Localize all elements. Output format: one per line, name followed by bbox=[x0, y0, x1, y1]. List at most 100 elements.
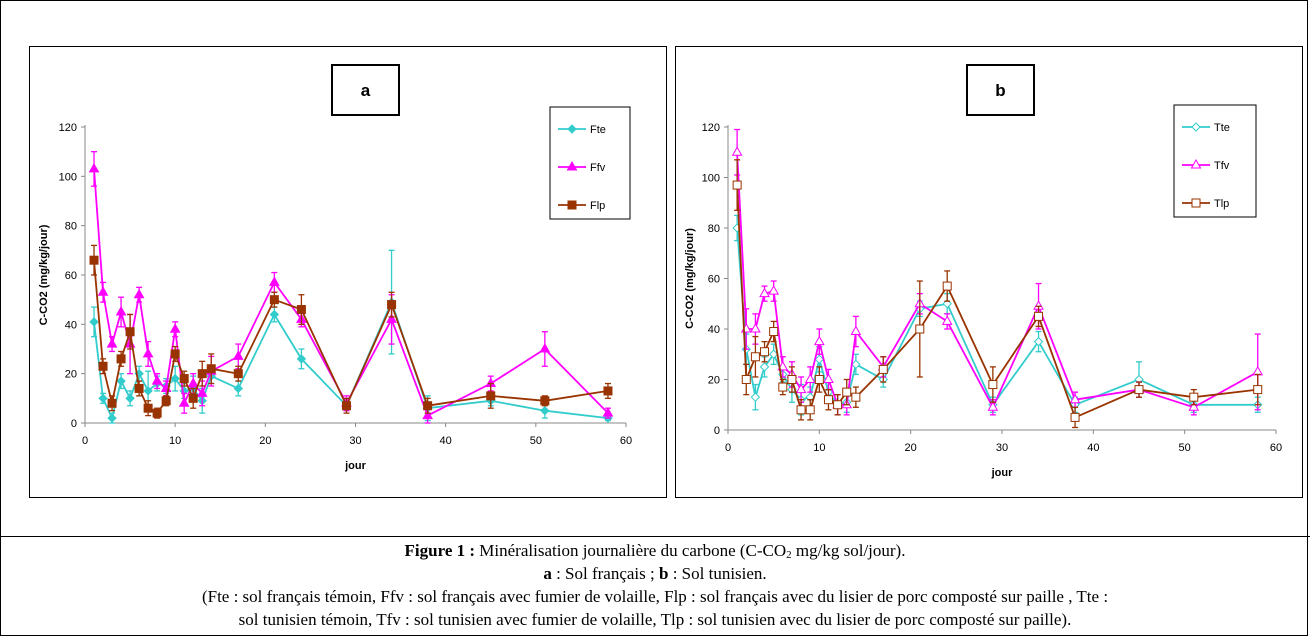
panel-label-box bbox=[966, 64, 1035, 116]
data-point bbox=[769, 327, 779, 337]
series-line bbox=[93, 260, 609, 415]
data-point bbox=[915, 324, 925, 334]
y-tick-label: 0 bbox=[714, 425, 720, 437]
data-point bbox=[741, 375, 751, 384]
data-point bbox=[1134, 385, 1144, 395]
data-point bbox=[942, 281, 952, 291]
data-point bbox=[1188, 401, 1200, 411]
legend-label: Tlp bbox=[1214, 198, 1229, 210]
x-tick-label: 60 bbox=[620, 435, 632, 447]
subcaption-a-letter: a bbox=[543, 564, 552, 583]
data-point bbox=[232, 350, 244, 360]
data-point bbox=[152, 408, 162, 418]
data-point bbox=[133, 288, 145, 299]
x-tick-label: 20 bbox=[905, 442, 917, 454]
legend-label: Tte bbox=[1214, 122, 1230, 134]
caption-label: Figure 1 : bbox=[404, 541, 476, 560]
data-point bbox=[1033, 336, 1044, 347]
x-tick-label: 40 bbox=[1087, 442, 1099, 454]
subcaption-a-text: : Sol français ; bbox=[551, 564, 659, 583]
data-point bbox=[941, 315, 953, 325]
data-point bbox=[1253, 385, 1263, 395]
data-point bbox=[805, 405, 815, 415]
legend-label: Fte bbox=[590, 124, 606, 136]
x-tick-label: 50 bbox=[530, 435, 542, 447]
data-point bbox=[878, 364, 888, 374]
caption-text-pre: Minéralisation journalière du carbone (C… bbox=[475, 541, 787, 560]
data-point bbox=[804, 373, 816, 383]
data-point bbox=[269, 309, 280, 320]
data-point bbox=[125, 327, 135, 337]
series-Ffv bbox=[88, 151, 614, 424]
series-Flp bbox=[89, 244, 613, 419]
data-point bbox=[603, 386, 613, 396]
y-tick-label: 120 bbox=[59, 122, 77, 134]
data-point bbox=[196, 387, 208, 397]
data-point bbox=[1034, 311, 1044, 321]
panel-label-box bbox=[331, 64, 400, 116]
data-point bbox=[602, 407, 614, 417]
x-tick-label: 30 bbox=[349, 435, 361, 447]
data-point bbox=[187, 377, 199, 388]
figure-subcaption: a : Sol français ; b : Sol tunisien. bbox=[0, 564, 1310, 584]
y-axis-title: C-CO2 (mg/kg/jour) bbox=[684, 228, 696, 329]
data-point bbox=[188, 393, 198, 403]
series-Tlp bbox=[732, 159, 1263, 429]
data-point bbox=[539, 342, 551, 353]
series-Tte bbox=[732, 214, 1263, 416]
legend-label: Ffv bbox=[590, 162, 606, 174]
data-point bbox=[89, 317, 99, 327]
x-tick-label: 50 bbox=[1179, 442, 1191, 454]
legend-swatch-marker bbox=[1191, 122, 1201, 132]
data-point bbox=[731, 146, 743, 156]
data-point bbox=[823, 373, 834, 383]
legend-explanation-line-1: (Fte : sol français témoin, Ffv : sol fr… bbox=[201, 587, 1109, 606]
data-point bbox=[169, 323, 181, 333]
data-point bbox=[750, 322, 761, 333]
data-point bbox=[143, 386, 153, 396]
data-point bbox=[987, 401, 999, 411]
data-point bbox=[422, 409, 433, 420]
data-point bbox=[98, 393, 108, 404]
legend-label: Tfv bbox=[1214, 160, 1230, 172]
data-point bbox=[1252, 365, 1264, 376]
data-point bbox=[206, 364, 216, 374]
data-point bbox=[759, 362, 770, 372]
data-point bbox=[750, 352, 760, 362]
data-point bbox=[161, 396, 171, 406]
data-point bbox=[233, 383, 243, 394]
data-point bbox=[107, 413, 117, 423]
data-point bbox=[197, 369, 207, 379]
data-point bbox=[296, 354, 307, 364]
caption-text-post: mg/kg sol/jour). bbox=[791, 541, 906, 560]
y-tick-label: 100 bbox=[59, 171, 77, 183]
data-point bbox=[125, 393, 135, 404]
chart-a-svg: a 0 20 40 60 80 100 120 0 10 20 30 40 50 60 C-CO2 (mg/k… bbox=[38, 64, 632, 472]
chart-b-svg: b 0 20 40 60 80 100 120 0 10 20 30 40 50 60 C-CO2 (mg/k… bbox=[684, 64, 1282, 479]
data-point bbox=[750, 392, 761, 402]
data-point bbox=[1189, 392, 1199, 402]
data-point bbox=[795, 383, 807, 394]
legend-swatch-marker bbox=[1190, 158, 1202, 169]
data-point bbox=[813, 335, 825, 346]
data-point bbox=[486, 391, 496, 401]
data-point bbox=[423, 401, 433, 411]
y-tick-label: 0 bbox=[71, 418, 77, 430]
data-point bbox=[387, 300, 397, 310]
y-tick-label: 40 bbox=[65, 319, 77, 331]
data-point bbox=[759, 287, 770, 298]
y-axis-title: C-CO2 (mg/kg/jour) bbox=[38, 224, 50, 325]
legend-box bbox=[1173, 104, 1257, 218]
x-tick-label: 60 bbox=[1270, 442, 1282, 454]
data-point bbox=[796, 405, 806, 415]
legend-box bbox=[549, 106, 631, 220]
data-point bbox=[170, 349, 180, 359]
data-point bbox=[850, 325, 862, 336]
data-point bbox=[1070, 412, 1080, 422]
legend-explanation-line-2: sol tunisien témoin, Tfv : sol tunisien … bbox=[238, 610, 1072, 629]
x-tick-label: 30 bbox=[996, 442, 1008, 454]
x-tick-label: 20 bbox=[259, 435, 271, 447]
data-point bbox=[386, 313, 397, 323]
data-point bbox=[134, 383, 144, 393]
